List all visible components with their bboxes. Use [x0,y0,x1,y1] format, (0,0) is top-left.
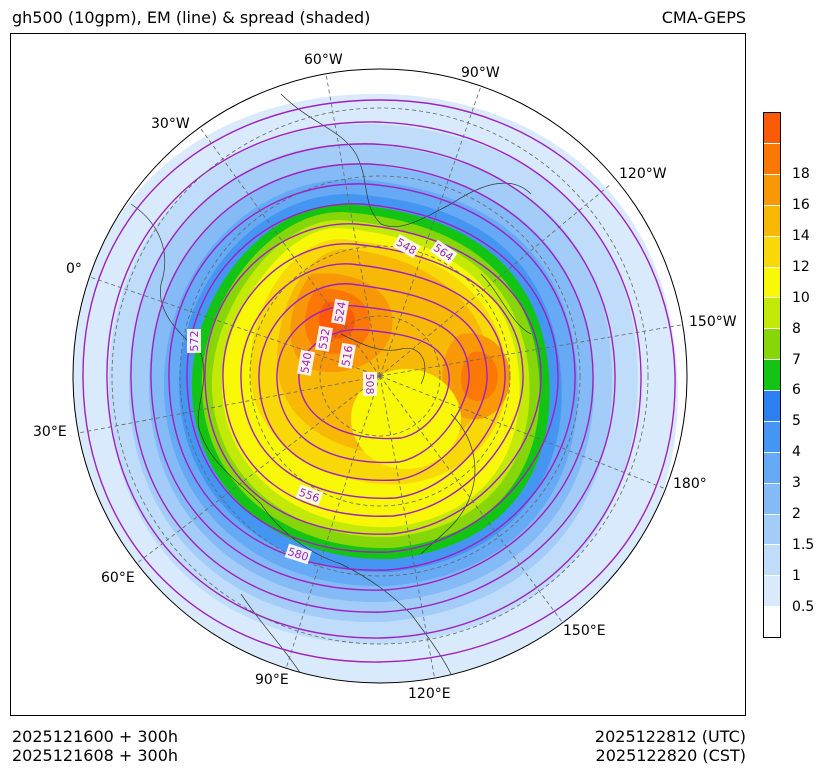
colorbar-tick-label: 7 [792,351,801,368]
colorbar-segment [764,113,780,144]
lon-label-150w: 150°W [689,314,737,330]
longitude-label-group: 60°W 90°W 30°W 120°W 0° 150°W 30°E 180° … [33,52,737,702]
lon-label-90e: 90°E [255,672,289,688]
valid-utc: 2025122812 (UTC) [594,727,746,746]
colorbar-segment [764,607,780,637]
colorbar-tick-label: 6 [792,382,801,399]
colorbar-segment [764,391,780,422]
lon-label-60e: 60°E [101,570,135,586]
lon-label-90w: 90°W [461,65,500,81]
colorbar-tick-label: 18 [792,165,810,182]
colorbar-tick-label: 12 [792,258,810,275]
lon-label-60w: 60°W [304,52,343,68]
chart-title: gh500 (10gpm), EM (line) & spread (shade… [12,8,371,27]
colorbar-segment [764,514,780,546]
colorbar-segment [764,360,780,391]
colorbar-tick-label: 10 [792,289,810,306]
map-boundary [72,68,688,684]
graticule [73,73,687,683]
colorbar-tick-label: 14 [792,227,810,244]
colorbar-segment [764,452,780,484]
colorbar-tick-label: 4 [792,444,801,461]
colorbar-segment [764,483,780,515]
contour-label-group: 548 564 572 524 532 540 516 508 556 580 [187,234,458,565]
colorbar-tick-label: 3 [792,475,801,492]
contour-label-532: 532 [316,327,332,350]
valid-time-block: 2025122812 (UTC) 2025122820 (CST) [595,727,746,765]
colorbar-tick-label: 0.5 [792,599,815,616]
model-name: CMA-GEPS [661,8,746,27]
colorbar-segment [764,236,780,268]
init-cst: 2025121608 + 300h [12,746,179,765]
colorbar-segment [764,329,780,361]
lon-label-120w: 120°W [619,166,667,182]
colorbar-segment [764,267,780,299]
colorbar-tick-label: 16 [792,196,810,213]
lon-label-120e: 120°E [408,686,451,702]
contour-label-572: 572 [188,331,201,352]
colorbar-segment [764,298,780,330]
contour-label-516: 516 [339,344,355,367]
lon-label-0: 0° [66,261,82,277]
contour-label-580: 580 [286,545,310,564]
map-frame: 548 564 572 524 532 540 516 508 556 580 … [10,33,746,716]
colorbar-tick-label: 1.5 [792,537,815,554]
contour-label-524: 524 [332,300,348,323]
init-utc: 2025121600 + 300h [12,727,179,746]
colorbar-segment [764,174,780,206]
init-time-block: 2025121600 + 300h 2025121608 + 300h [12,727,178,765]
colorbar [763,112,781,638]
colorbar-tick-label: 1 [792,568,801,585]
polar-map: 548 564 572 524 532 540 516 508 556 580 … [33,52,737,702]
colorbar-tick-label: 5 [792,413,801,430]
colorbar-tick-label: 8 [792,320,801,337]
lon-label-30e: 30°E [33,424,67,440]
lon-label-150e: 150°E [563,623,606,639]
contour-label-508: 508 [363,374,376,395]
colorbar-segment [764,144,780,175]
spread-16b [461,351,498,401]
colorbar-segment [764,545,780,577]
lon-label-30w: 30°W [151,116,190,132]
contour-label-540: 540 [298,351,314,374]
colorbar-segment [764,576,780,608]
colorbar-segment [764,421,780,453]
colorbar-segment [764,205,780,237]
valid-cst: 2025122820 (CST) [595,746,746,765]
colorbar-tick-label: 2 [792,506,801,523]
lon-label-180: 180° [673,476,707,492]
